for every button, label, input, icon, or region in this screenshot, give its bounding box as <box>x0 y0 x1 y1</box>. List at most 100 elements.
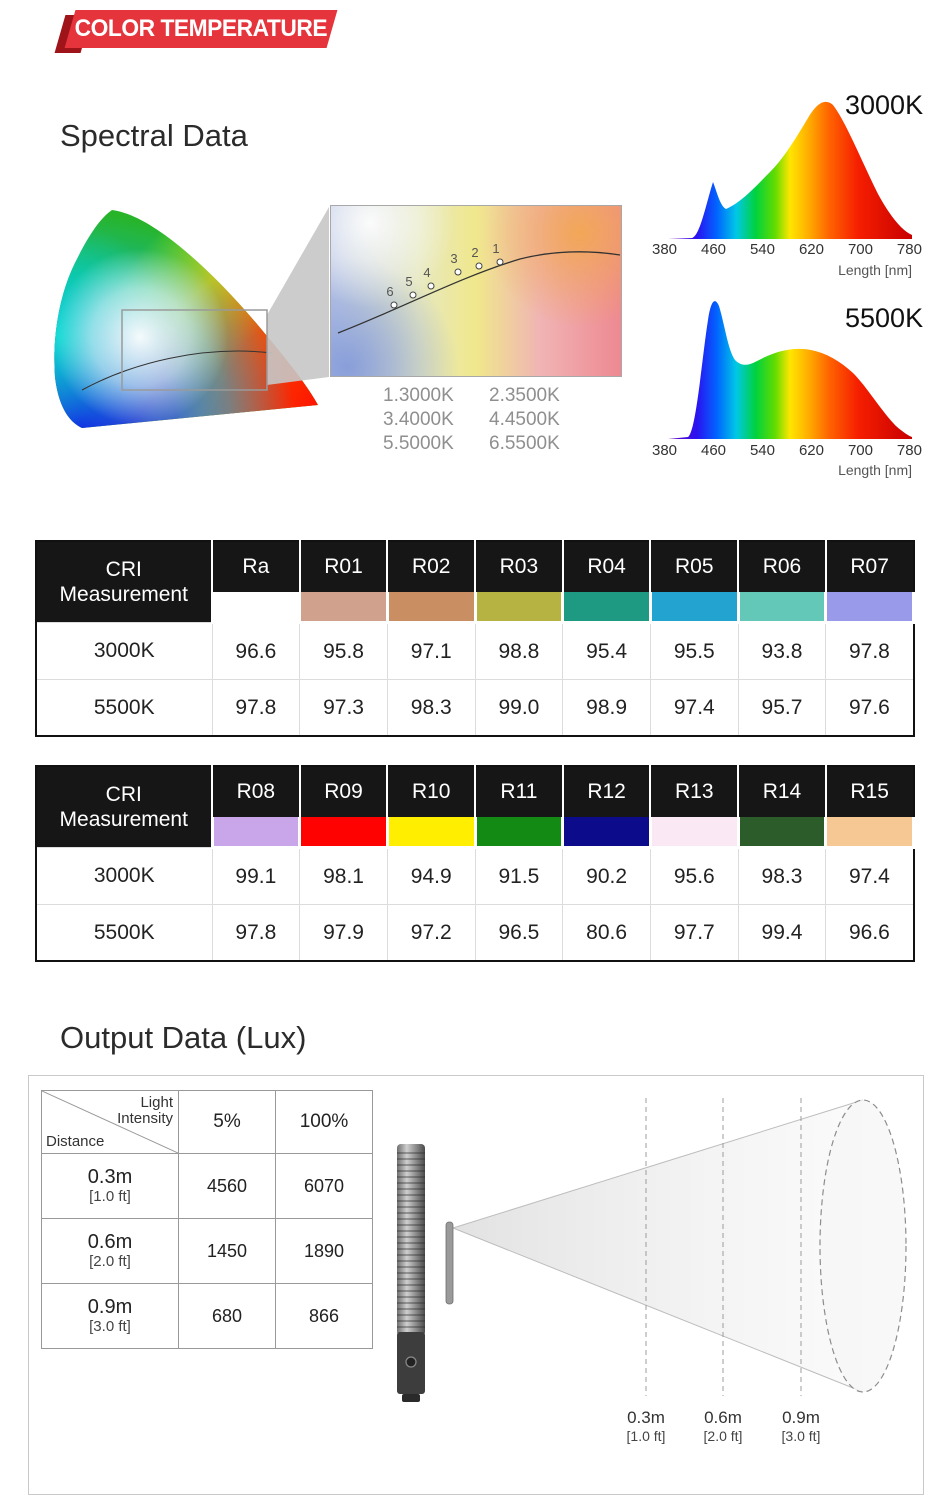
cri-column-header: R03 <box>474 541 563 592</box>
cri-column-header: R02 <box>386 541 476 592</box>
planckian-locus-curve <box>337 251 621 334</box>
cri-value: 90.2 <box>562 847 651 905</box>
color-swatch <box>385 817 477 849</box>
color-temp-legend: 1.3000K 2.3500K 3.4000K 4.4500K 5.5000K … <box>383 384 560 455</box>
cri-column-header: R15 <box>824 766 914 817</box>
distance-marker-0-6m: 0.6m [2.0 ft] <box>703 1408 743 1444</box>
distance-label-cell: 0.3m [1.0 ft] <box>41 1153 179 1219</box>
chart-label-5500k: 5500K <box>845 303 924 333</box>
color-swatch <box>210 817 302 849</box>
cri-value: 94.9 <box>386 847 476 905</box>
row-label: 5500K <box>35 679 213 737</box>
cri-value: 97.3 <box>299 679 388 737</box>
cri-value: 99.1 <box>211 847 301 905</box>
legend-item: 1.3000K <box>383 385 454 406</box>
x-axis-title-5500k: Length [nm] <box>838 462 912 478</box>
cri-column-header: R11 <box>474 766 563 817</box>
x-axis-title-3000k: Length [nm] <box>838 262 912 278</box>
light-wand <box>397 1144 425 1402</box>
cri-value: 93.8 <box>737 622 827 680</box>
emitter-rod <box>445 1221 454 1305</box>
cri-table-r08-r15: CRI Measurement R08 R09 R10 R11 R12 R13 … <box>35 765 915 962</box>
cri-header-row: CRI Measurement R08 R09 R10 R11 R12 R13 … <box>36 766 914 848</box>
cri-measurement-header: CRI Measurement <box>36 766 212 848</box>
legend-item: 4.4500K <box>489 409 560 430</box>
row-label: 3000K <box>35 847 213 905</box>
color-swatch <box>648 592 740 624</box>
color-swatch <box>561 592 652 624</box>
cri-column-header: R06 <box>737 541 826 592</box>
lux-value: 1450 <box>178 1218 276 1284</box>
cri-data-row-3000k: 3000K 96.6 95.8 97.1 98.8 95.4 95.5 93.8… <box>35 622 914 680</box>
spectrum-chart-5500k <box>668 301 912 439</box>
tick-label: 620 <box>798 442 824 459</box>
cri-value: 96.6 <box>211 622 301 680</box>
cri-measurement-header: CRI Measurement <box>36 541 212 623</box>
corner-label-intensity: Light Intensity <box>117 1094 173 1127</box>
cri-value: 98.8 <box>474 622 564 680</box>
cri-value: 98.1 <box>299 847 388 905</box>
cri-value: 95.8 <box>299 622 388 680</box>
cri-value: 80.6 <box>562 904 651 962</box>
locus-point-label: 5 <box>405 274 412 289</box>
light-cone <box>453 1100 863 1392</box>
cri-value: 95.5 <box>649 622 739 680</box>
beam-spread-illustration <box>397 1098 907 1402</box>
row-label: 3000K <box>35 622 213 680</box>
color-swatch <box>473 592 565 624</box>
cri-swatch-row <box>36 817 915 849</box>
color-swatch <box>736 817 828 849</box>
cri-data-row-3000k: 3000K 99.1 98.1 94.9 91.5 90.2 95.6 98.3… <box>35 847 914 905</box>
spectrum-chart-3000k <box>668 101 912 239</box>
tick-label: 780 <box>896 442 922 459</box>
cri-column-header: R08 <box>211 766 300 817</box>
cri-value: 99.0 <box>474 679 564 737</box>
color-swatch <box>385 592 477 624</box>
legend-item: 3.4000K <box>383 409 454 430</box>
banner-ribbon: COLOR TEMPERATURE <box>64 10 338 48</box>
zoom-source-rect <box>121 309 268 391</box>
zoom-connector-wedge <box>267 207 329 385</box>
locus-zoom-inset: 1 2 3 4 5 6 <box>330 205 622 377</box>
row-label: 5500K <box>35 904 213 962</box>
color-swatch <box>736 592 828 624</box>
cri-column-header: R04 <box>561 541 651 592</box>
cri-data-row-5500k: 5500K 97.8 97.3 98.3 99.0 98.9 97.4 95.7… <box>35 679 914 737</box>
cri-swatch-row <box>36 592 915 624</box>
cri-value: 97.4 <box>825 847 914 905</box>
cri-column-header: R05 <box>649 541 739 592</box>
color-swatch <box>473 817 565 849</box>
cri-value: 97.1 <box>386 622 476 680</box>
output-data-heading: Output Data (Lux) <box>60 1020 307 1055</box>
lux-row: 0.3m [1.0 ft] 4560 6070 <box>41 1153 373 1219</box>
color-swatch <box>824 592 915 624</box>
locus-point-label: 3 <box>450 251 457 266</box>
cri-value: 98.3 <box>737 847 827 905</box>
section-banner: COLOR TEMPERATURE <box>54 10 338 53</box>
tick-label: 460 <box>700 241 727 258</box>
cri-column-header: R14 <box>737 766 826 817</box>
legend-item: 6.5500K <box>489 433 560 454</box>
tick-label: 700 <box>847 241 873 258</box>
intensity-column-header: 100% <box>275 1090 373 1154</box>
cri-value: 99.4 <box>737 904 827 962</box>
x-axis-ticks-3000k: 380 460 540 620 700 780 <box>652 241 922 258</box>
cri-column-header: R12 <box>561 766 651 817</box>
lux-value: 4560 <box>178 1153 276 1219</box>
tick-label: 780 <box>896 241 922 258</box>
lux-row: 0.9m [3.0 ft] 680 866 <box>41 1283 373 1349</box>
cri-data-row-5500k: 5500K 97.8 97.9 97.2 96.5 80.6 97.7 99.4… <box>35 904 914 962</box>
locus-point-label: 2 <box>471 245 478 260</box>
banner-title: COLOR TEMPERATURE <box>74 15 328 42</box>
distance-marker-0-9m: 0.9m [3.0 ft] <box>781 1408 821 1444</box>
cri-column-header: R01 <box>298 541 388 592</box>
cri-value: 91.5 <box>474 847 564 905</box>
cri-value: 97.8 <box>211 679 301 737</box>
cri-value: 96.6 <box>825 904 914 962</box>
cri-value: 98.9 <box>562 679 651 737</box>
cri-value: 97.8 <box>211 904 301 962</box>
color-swatch <box>648 817 740 849</box>
cri-value: 97.2 <box>386 904 476 962</box>
cri-value: 97.4 <box>649 679 739 737</box>
